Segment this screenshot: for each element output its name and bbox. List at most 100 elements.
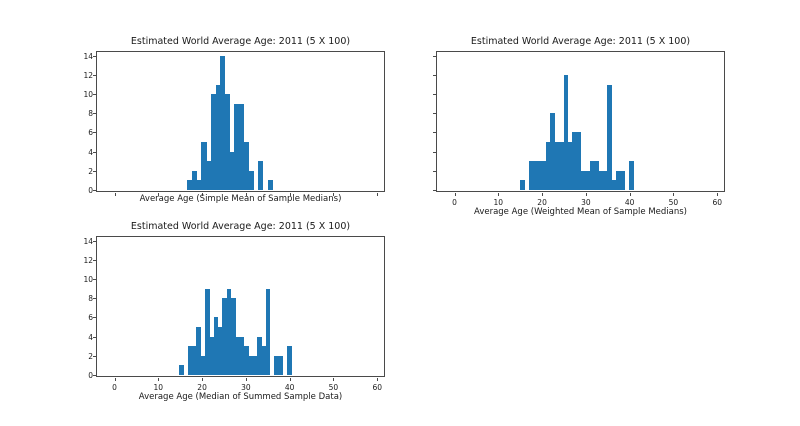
histogram-bar xyxy=(178,365,184,375)
histogram-bar xyxy=(248,170,254,190)
histogram-bar xyxy=(229,151,235,190)
histogram-bar xyxy=(225,94,231,190)
histogram-bar xyxy=(532,161,538,190)
histogram-bar xyxy=(620,170,626,190)
histogram-bar xyxy=(222,298,227,375)
histogram-bar xyxy=(594,161,599,190)
histogram-bar xyxy=(546,142,551,190)
x-tick-mark xyxy=(202,378,204,381)
histogram-bar xyxy=(265,288,271,375)
x-tick-mark xyxy=(542,193,544,196)
histogram-bar xyxy=(210,94,216,190)
histogram-bar xyxy=(585,170,591,190)
y-tick-label: 12 xyxy=(83,255,93,265)
histogram-bar xyxy=(519,180,525,190)
y-tick-mark xyxy=(93,151,97,153)
y-tick-mark xyxy=(93,170,97,172)
x-tick-label: 20 xyxy=(537,198,547,207)
y-tick-label: 14 xyxy=(83,51,93,61)
x-tick-mark xyxy=(454,193,456,196)
x-tick-label: 10 xyxy=(153,383,164,392)
y-tick-label: 0 xyxy=(88,186,93,195)
y-tick-mark xyxy=(433,74,437,76)
histogram-bar xyxy=(206,161,212,190)
histogram-bar xyxy=(602,170,608,190)
histogram-bar xyxy=(267,180,273,190)
x-tick-label: 40 xyxy=(624,198,635,207)
x-tick-label: 30 xyxy=(241,383,251,392)
x-tick-mark xyxy=(717,193,719,196)
y-tick-mark xyxy=(433,190,437,191)
x-tick-label: 60 xyxy=(712,198,722,207)
y-tick-label: 8 xyxy=(88,109,93,119)
y-tick-label: 0 xyxy=(88,371,93,380)
histogram-bar xyxy=(243,142,250,190)
y-tick-mark xyxy=(93,259,97,261)
plot-area: 0 10 20 30 40 50 60 0 2 4 6 8 10 12 14 xyxy=(83,236,385,392)
y-tick-mark xyxy=(93,317,97,319)
x-tick-label: 20 xyxy=(197,383,207,392)
y-tick-label: 6 xyxy=(88,128,93,138)
y-tick-mark xyxy=(433,132,437,134)
histogram-bar xyxy=(576,132,582,190)
chart-weighted-mean: Estimated World Average Age: 2011 (5 X 1… xyxy=(433,36,725,217)
x-axis-label: Average Age (Weighted Mean of Sample Med… xyxy=(474,207,687,217)
x-tick-label: 10 xyxy=(493,198,504,207)
x-tick-mark xyxy=(333,193,335,196)
y-tick-mark xyxy=(433,170,437,172)
histogram-bar xyxy=(187,180,193,190)
histogram-bar xyxy=(559,142,564,190)
plot-area: 0 10 20 30 40 50 60 xyxy=(433,51,725,207)
y-tick-label: 8 xyxy=(88,294,93,304)
histogram-bar xyxy=(261,346,266,375)
x-tick-mark xyxy=(333,378,335,381)
x-tick-mark xyxy=(377,193,379,196)
x-axis-label: Average Age (Simple Mean of Sample Media… xyxy=(139,194,342,204)
histogram-bar xyxy=(252,355,258,375)
x-tick-mark xyxy=(202,193,204,196)
x-tick-label: 40 xyxy=(284,383,295,392)
x-tick-label: 50 xyxy=(328,383,339,392)
histogram-bar xyxy=(230,298,236,375)
histogram-bar xyxy=(196,180,202,190)
histogram-bar xyxy=(537,161,543,190)
x-tick-label: 50 xyxy=(668,198,679,207)
histogram-bar xyxy=(187,346,193,375)
histogram-bar xyxy=(278,355,284,375)
histogram-bar xyxy=(572,132,578,190)
x-tick-label: 60 xyxy=(372,383,382,392)
x-tick-mark xyxy=(245,378,247,381)
histogram-bar xyxy=(220,55,226,190)
histogram-bar xyxy=(607,84,613,190)
histogram-bar xyxy=(611,180,617,190)
histogram-bar xyxy=(274,355,279,375)
histogram-bar xyxy=(616,170,621,190)
histogram-bar xyxy=(217,327,223,375)
y-tick-label: 2 xyxy=(88,351,93,361)
histogram-bar xyxy=(528,161,534,190)
x-tick-label: 0 xyxy=(112,383,117,392)
histogram-bar xyxy=(201,142,207,190)
histogram-bar xyxy=(204,288,210,375)
histogram-bar xyxy=(213,317,219,375)
histogram-bar xyxy=(239,336,245,375)
histogram-bar xyxy=(226,288,232,375)
histogram-bar xyxy=(191,170,198,190)
histogram-bar xyxy=(235,336,240,375)
histogram-bar xyxy=(567,142,573,190)
histogram-bar xyxy=(550,113,556,190)
histogram-bar xyxy=(629,161,634,190)
x-tick-mark xyxy=(158,193,160,196)
y-tick-mark xyxy=(93,74,97,76)
x-tick-mark xyxy=(585,193,587,196)
x-tick-label: 0 xyxy=(452,198,457,207)
x-tick-mark xyxy=(629,193,631,196)
y-tick-mark xyxy=(433,113,437,115)
histogram-bar xyxy=(287,346,292,375)
y-tick-mark xyxy=(433,151,437,153)
y-tick-mark xyxy=(93,355,97,357)
x-tick-mark xyxy=(114,378,116,381)
y-tick-mark xyxy=(93,132,97,134)
x-axis-label: Average Age (Median of Summed Sample Dat… xyxy=(138,392,343,402)
